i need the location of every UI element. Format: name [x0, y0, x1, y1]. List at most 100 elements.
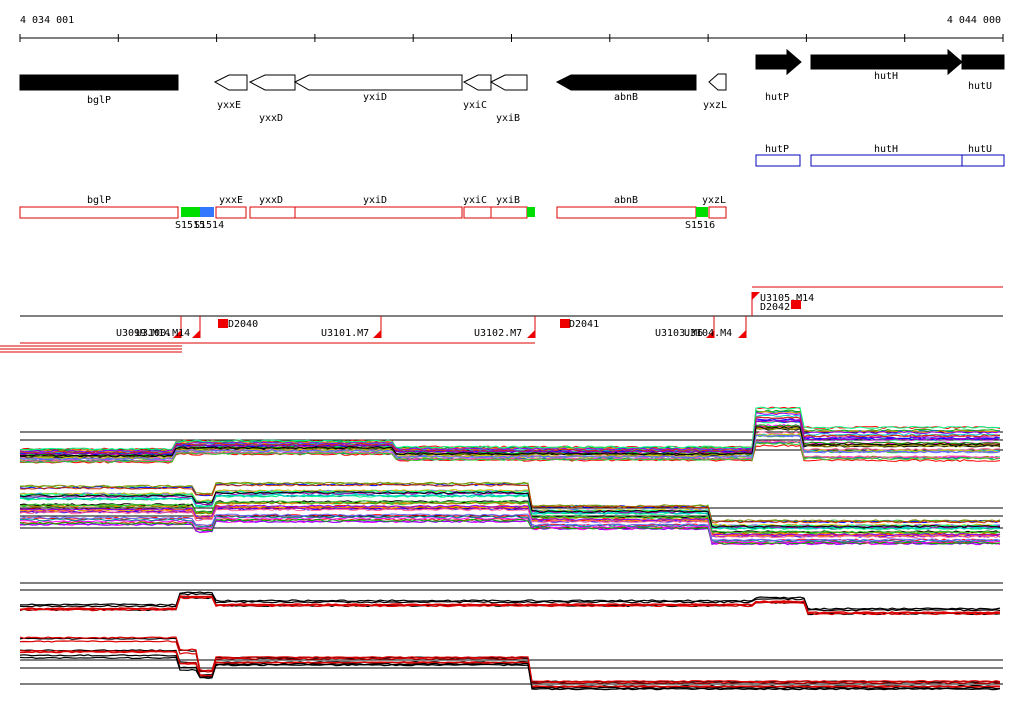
expression-profile-line [20, 650, 1001, 689]
gene-arrow-bglp[interactable] [19, 74, 179, 91]
upshift-marker-u3101[interactable] [373, 330, 381, 338]
red-box-label-yxic: yxiC [463, 195, 487, 206]
expression-profile-line [19, 409, 1001, 452]
gene-label-abnb: abnB [614, 92, 638, 103]
expression-profile-line [19, 481, 1001, 523]
upshift-label-u3100: U3100.M14 [136, 328, 190, 339]
red-box-bglp[interactable] [19, 206, 179, 219]
gene-label-hutp: hutP [765, 92, 789, 103]
segment-label-s1515: S1515 [175, 220, 205, 231]
gene-arrow-yxic[interactable] [462, 74, 492, 91]
segment-label-s1514: S1514 [194, 220, 224, 231]
red-box-yxib[interactable] [490, 206, 528, 219]
expression-profile-line [19, 513, 1001, 542]
red-box-yxic[interactable] [463, 206, 492, 219]
expression-profile-line [19, 656, 1001, 691]
red-box-label-bglp: bglP [87, 195, 111, 206]
gene-label-yxic: yxiC [463, 100, 487, 111]
expression-profile-line [19, 434, 1001, 461]
expression-profile-line [19, 500, 1001, 534]
red-box-yxxe[interactable] [215, 206, 247, 219]
gene-label-yxib: yxiB [496, 113, 520, 124]
gene-label-yxxe: yxxE [217, 100, 241, 111]
red-box-label-yxib: yxiB [496, 195, 520, 206]
downshift-marker-d2040[interactable] [218, 319, 228, 328]
blue-box-hutp[interactable] [755, 154, 801, 167]
expression-profile-line [19, 592, 1001, 612]
gene-arrow-huth[interactable] [810, 48, 963, 76]
blue-box-track: hutP hutH hutU [755, 144, 1005, 167]
red-box-label-yxid: yxiD [363, 195, 387, 206]
coordinate-ruler: 4 034 001 4 044 000 [19, 15, 1004, 42]
segment-yxib-end[interactable] [527, 207, 535, 217]
gene-arrow-yxib[interactable] [489, 74, 528, 91]
ruler-start-label: 4 034 001 [20, 15, 74, 26]
expression-profile-line [19, 416, 1001, 454]
blue-box-huth[interactable] [810, 154, 963, 167]
expression-panel-upper [19, 406, 1003, 464]
upshift-label-u3104: U3104.M4 [684, 328, 732, 339]
gene-arrow-yxzl[interactable] [708, 73, 727, 91]
gene-label-yxid: yxiD [363, 92, 387, 103]
expression-profile-line [19, 508, 1001, 539]
expression-profile-line [19, 516, 1001, 544]
expression-profile-line [19, 442, 1001, 463]
gene-arrow-yxid[interactable] [293, 74, 463, 91]
red-box-yxid[interactable] [294, 206, 463, 219]
red-box-label-yxxd: yxxD [259, 195, 283, 206]
upshift-marker-u3100[interactable] [192, 330, 200, 338]
gene-label-yxxd: yxxD [259, 113, 283, 124]
gene-label-huth: hutH [874, 71, 898, 82]
upshift-marker-u3099[interactable] [173, 330, 181, 338]
segment-s1516[interactable] [696, 207, 708, 217]
expression-profile-line [20, 595, 1001, 614]
expression-profile-line [19, 491, 1001, 529]
upshift-label-u3101: U3101.M7 [321, 328, 369, 339]
upshift-marker-u3104[interactable] [738, 330, 746, 338]
blue-box-hutu[interactable] [961, 154, 1005, 167]
shift-marker-track: U3099.M14 U3100.M14 U3101.M7 U3102.M7 U3… [0, 286, 1003, 353]
ruler-end-label: 4 044 000 [947, 15, 1001, 26]
expression-panel-middle [19, 481, 1003, 546]
blue-box-label-hutu: hutU [968, 144, 992, 155]
red-box-abnb[interactable] [556, 206, 697, 219]
gene-track: bglP yxxE yxxD yxiD yxiC yxiB abnB yxzL … [19, 48, 1005, 124]
gene-arrow-hutp[interactable] [755, 48, 802, 76]
expression-profile-line [19, 426, 1001, 458]
downshift-label-d2041: D2041 [569, 319, 599, 330]
downshift-label-d2040: D2040 [228, 319, 258, 330]
expression-profile-line [19, 420, 1001, 456]
segment-s1514[interactable] [200, 207, 214, 217]
upshift-marker-u3105[interactable] [752, 292, 760, 300]
expression-profile-line [19, 491, 1001, 529]
expression-panel-lower-a [19, 582, 1003, 616]
downshift-label-d2042: D2042 [760, 302, 790, 313]
red-box-label-abnb: abnB [614, 195, 638, 206]
expression-profile-line [19, 489, 1001, 527]
red-box-yxxd[interactable] [249, 206, 296, 219]
downshift-marker-d2042[interactable] [791, 300, 801, 309]
gene-arrow-yxxd[interactable] [248, 74, 296, 91]
downshift-marker-d2041[interactable] [560, 319, 570, 328]
expression-profile-line [19, 504, 1001, 537]
red-box-label-yxxe: yxxE [219, 195, 243, 206]
expression-profile-line [19, 654, 1000, 690]
blue-box-label-hutp: hutP [765, 144, 789, 155]
expression-profile-line [20, 591, 1001, 611]
expression-profile-line [19, 640, 1000, 684]
expression-profile-line [19, 444, 1001, 464]
gene-arrow-abnb[interactable] [555, 74, 697, 91]
red-box-label-yxzl: yxzL [702, 195, 726, 206]
segment-label-s1516: S1516 [685, 220, 715, 231]
segment-s1515[interactable] [181, 207, 200, 217]
upshift-label-u3105: U3105.M14 [760, 293, 814, 304]
gene-arrow-hutu[interactable] [961, 54, 1005, 70]
upshift-label-u3099: U3099.M14 [116, 328, 170, 339]
upshift-marker-u3102[interactable] [527, 330, 535, 338]
upshift-label-u3103: U3103.M6 [655, 328, 703, 339]
expression-profile-line [19, 483, 1001, 524]
red-box-yxzl[interactable] [708, 206, 727, 219]
gene-arrow-yxxe[interactable] [213, 74, 248, 91]
upshift-marker-u3103[interactable] [706, 330, 714, 338]
